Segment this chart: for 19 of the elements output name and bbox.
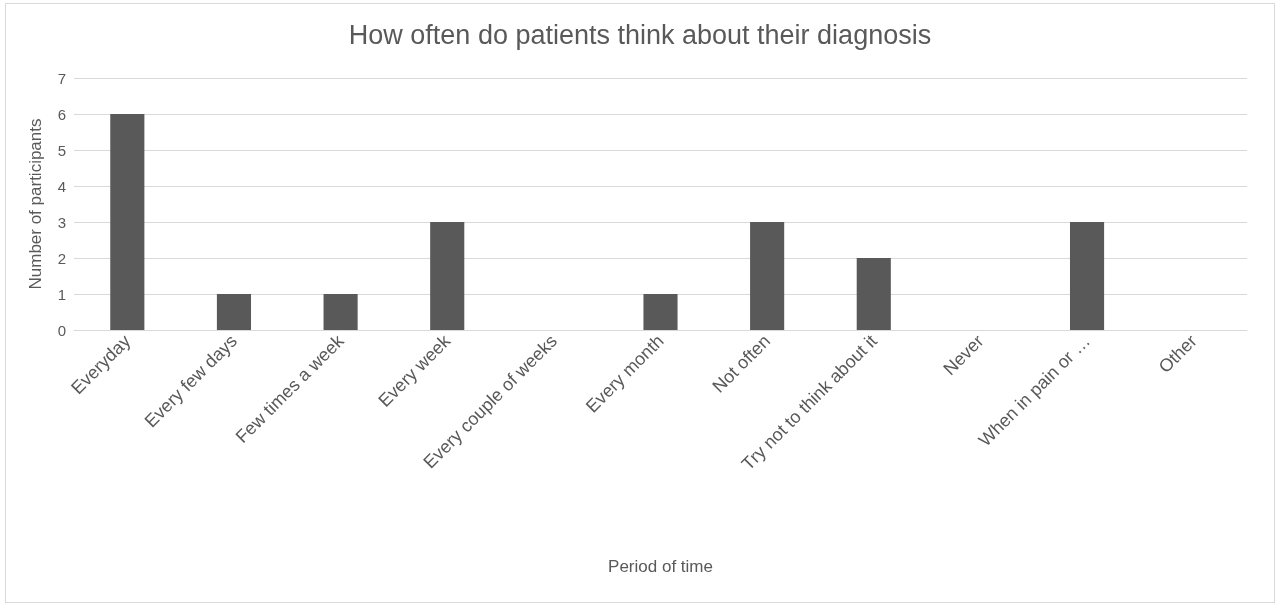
y-tick-label: 3 [57,213,66,231]
y-tick-label: 4 [57,177,66,195]
bar [110,114,145,330]
y-tick-label: 0 [57,321,66,339]
bar [750,222,785,330]
bar [216,294,252,330]
bar [1069,222,1105,330]
bar [856,258,891,330]
chart-title: How often do patients think about their diagnosis [348,19,932,50]
y-tick-label: 7 [57,69,66,87]
bar [643,294,678,330]
y-axis-title: Number of participants [26,118,45,290]
y-tick-label: 6 [57,105,66,123]
y-tick-label: 5 [57,141,66,159]
bar [430,222,465,330]
y-tick-label: 1 [57,285,66,303]
bar [323,294,358,330]
y-tick-label: 2 [57,249,66,267]
x-axis-title: Period of time [608,557,713,576]
